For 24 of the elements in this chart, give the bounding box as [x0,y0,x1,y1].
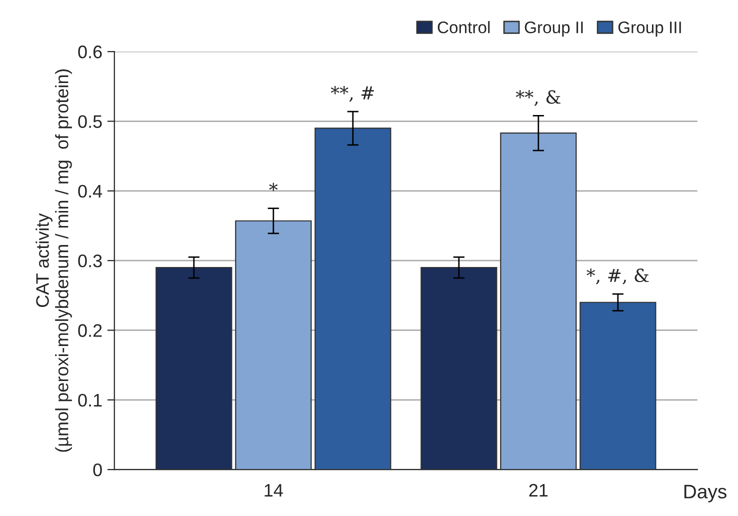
legend-label: Control [438,21,490,34]
y-tick-label: 0.5 [78,115,102,128]
y-tick-label: 0.6 [78,46,102,58]
y-tick-label: 0.2 [78,324,102,337]
bar [500,132,577,470]
data-label: *, #, & [586,268,649,284]
y-axis-title: CAT activity (µmol peroxi-molybdenum / min / mg of protein) [36,69,72,452]
data-label: **, # [330,86,374,102]
bar [580,302,656,470]
data-label: **, & [516,90,560,106]
legend-label: Group II [524,22,583,37]
y-tick-label: 0 [93,463,102,476]
y-tick-label: 0.3 [78,254,102,268]
y-tick-label: 0.4 [78,184,102,198]
bar [420,266,498,470]
bar [314,128,392,470]
legend-label: Group III [618,22,681,37]
x-axis-title: Days [684,484,726,502]
y-tick-label: 0.1 [78,394,102,407]
data-label: * [269,182,278,192]
bar [235,220,312,470]
x-tick-label: 21 [529,484,548,497]
x-tick-label: 14 [264,484,283,497]
bar [156,266,232,470]
